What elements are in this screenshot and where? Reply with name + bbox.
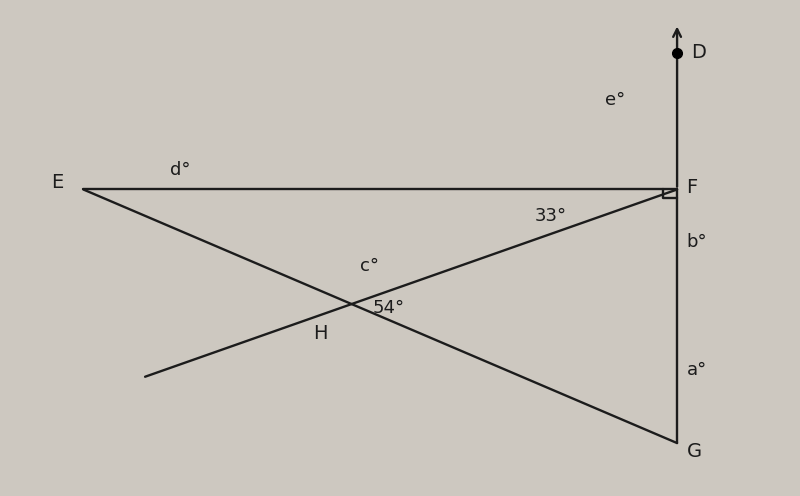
Text: H: H [314, 323, 328, 343]
Text: e°: e° [606, 91, 626, 109]
Text: D: D [691, 44, 706, 62]
Text: 33°: 33° [534, 206, 566, 225]
Text: E: E [51, 173, 63, 191]
Text: 54°: 54° [372, 299, 405, 317]
Text: b°: b° [686, 234, 707, 251]
Text: G: G [686, 442, 702, 461]
Text: a°: a° [686, 361, 707, 379]
Text: d°: d° [170, 161, 191, 179]
Text: F: F [686, 178, 698, 196]
Text: c°: c° [361, 257, 379, 275]
